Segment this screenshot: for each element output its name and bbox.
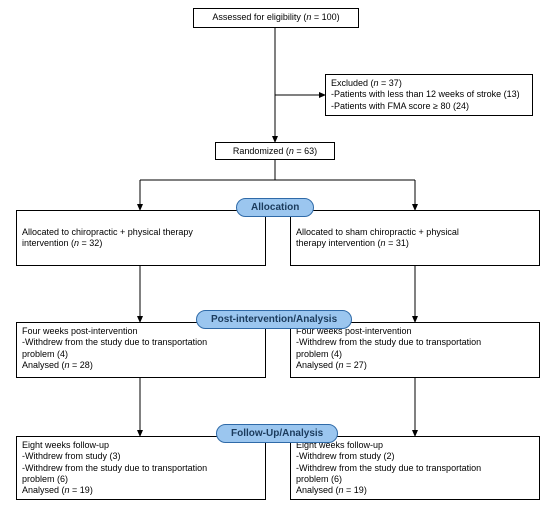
- fu-right-line2: -Withdrew from study (2): [296, 451, 534, 462]
- badge-followup: Follow-Up/Analysis: [216, 424, 338, 443]
- badge-post: Post-intervention/Analysis: [196, 310, 352, 329]
- fu-left-line5: Analysed (n = 19): [22, 485, 260, 496]
- alloc-right-line2: therapy intervention (n = 31): [296, 238, 459, 249]
- post-right-line2: -Withdrew from the study due to transpor…: [296, 337, 534, 348]
- node-fu-right: Eight weeks follow-up -Withdrew from stu…: [290, 436, 540, 500]
- post-left-line4: Analysed (n = 28): [22, 360, 260, 371]
- alloc-left-line1: Allocated to chiropractic + physical the…: [22, 227, 193, 238]
- fu-right-line5: Analysed (n = 19): [296, 485, 534, 496]
- node-alloc-right: Allocated to sham chiropractic + physica…: [290, 210, 540, 266]
- node-excluded: Excluded (n = 37) -Patients with less th…: [325, 74, 533, 116]
- fu-right-line4: problem (6): [296, 474, 534, 485]
- excluded-line3: -Patients with FMA score ≥ 80 (24): [331, 101, 527, 112]
- randomized-text: Randomized (n = 63): [233, 146, 317, 156]
- post-left-line3: problem (4): [22, 349, 260, 360]
- alloc-right-line1: Allocated to sham chiropractic + physica…: [296, 227, 459, 238]
- post-right-line4: Analysed (n = 27): [296, 360, 534, 371]
- excluded-line2: -Patients with less than 12 weeks of str…: [331, 89, 527, 100]
- node-post-left: Four weeks post-intervention -Withdrew f…: [16, 322, 266, 378]
- badge-allocation: Allocation: [236, 198, 314, 217]
- node-assessed: Assessed for eligibility (n = 100): [193, 8, 359, 28]
- node-post-right: Four weeks post-intervention -Withdrew f…: [290, 322, 540, 378]
- post-right-line3: problem (4): [296, 349, 534, 360]
- fu-left-line2: -Withdrew from study (3): [22, 451, 260, 462]
- alloc-left-line2: intervention (n = 32): [22, 238, 193, 249]
- node-fu-left: Eight weeks follow-up -Withdrew from stu…: [16, 436, 266, 500]
- assessed-text: Assessed for eligibility (n = 100): [212, 12, 339, 22]
- fu-left-line4: problem (6): [22, 474, 260, 485]
- post-left-line2: -Withdrew from the study due to transpor…: [22, 337, 260, 348]
- flowchart-stage: Assessed for eligibility (n = 100) Exclu…: [0, 0, 550, 523]
- fu-right-line3: -Withdrew from the study due to transpor…: [296, 463, 534, 474]
- node-alloc-left: Allocated to chiropractic + physical the…: [16, 210, 266, 266]
- fu-left-line3: -Withdrew from the study due to transpor…: [22, 463, 260, 474]
- excluded-line1: Excluded (n = 37): [331, 78, 527, 89]
- node-randomized: Randomized (n = 63): [215, 142, 335, 160]
